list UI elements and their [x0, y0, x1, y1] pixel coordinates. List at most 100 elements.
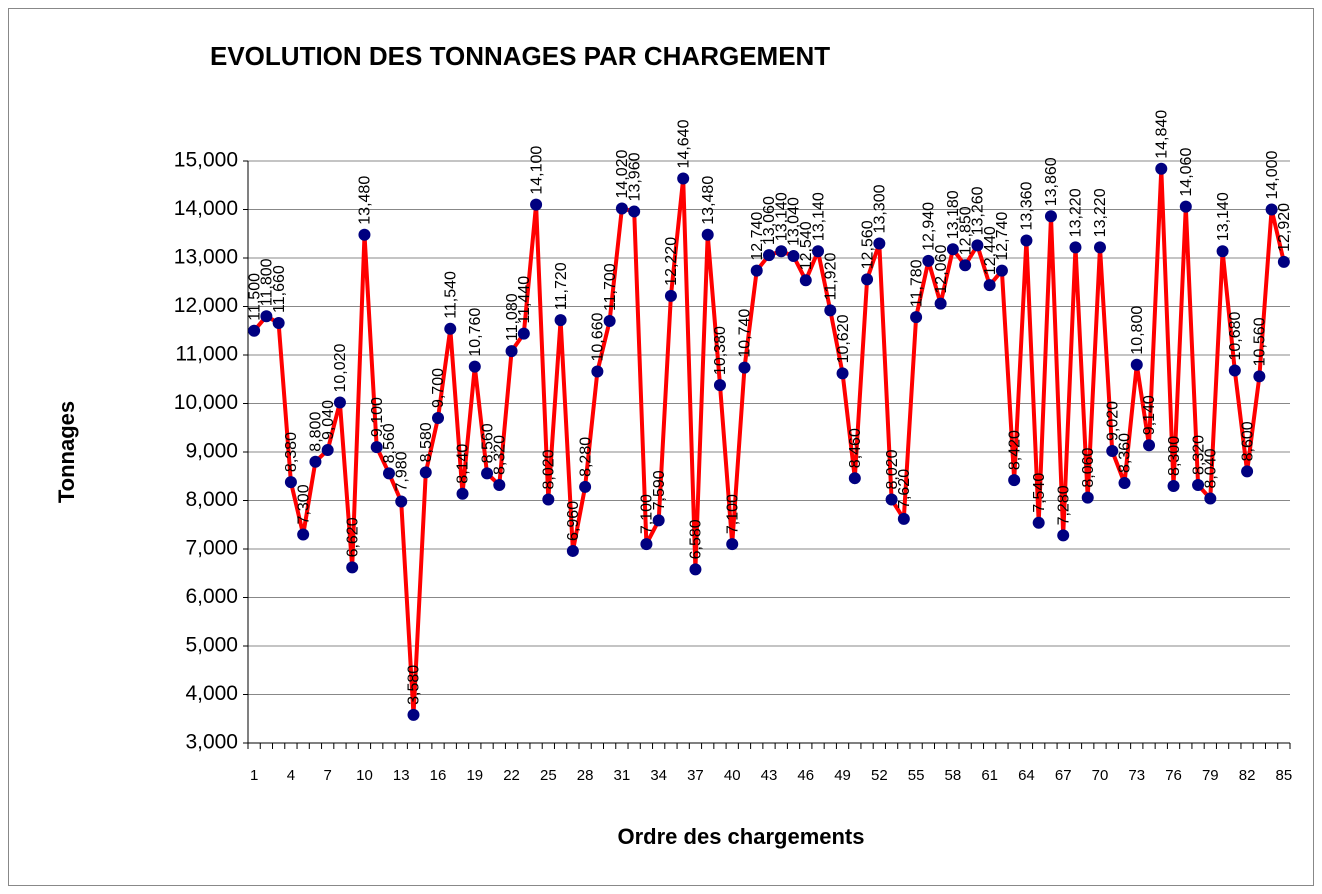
data-label: 7,100 — [639, 494, 656, 534]
data-label: 11,720 — [553, 262, 570, 310]
y-tick-label: 15,000 — [174, 149, 238, 172]
y-tick-label: 5,000 — [185, 634, 238, 657]
data-label: 11,660 — [271, 265, 288, 313]
x-tick-label: 34 — [650, 767, 667, 784]
x-tick-label: 40 — [724, 767, 741, 784]
data-point — [848, 472, 861, 485]
data-point — [689, 563, 702, 576]
data-label: 8,320 — [1190, 435, 1207, 475]
data-point — [701, 228, 714, 241]
data-point — [971, 239, 984, 252]
x-tick-label: 85 — [1276, 767, 1293, 784]
data-label: 10,020 — [332, 343, 349, 392]
data-label: 11,440 — [516, 276, 533, 324]
data-label: 11,800 — [259, 258, 276, 306]
data-label: 11,080 — [504, 293, 521, 341]
data-point — [824, 304, 837, 317]
data-label: 8,040 — [1203, 448, 1220, 488]
data-point — [321, 444, 334, 457]
data-point — [419, 466, 432, 479]
data-label: 9,020 — [1104, 401, 1121, 441]
data-label: 8,360 — [1117, 433, 1134, 473]
data-label: 13,060 — [761, 196, 778, 245]
data-label: 8,580 — [418, 422, 435, 462]
x-tick-label: 82 — [1239, 767, 1256, 784]
data-point — [1057, 529, 1070, 542]
data-point — [946, 243, 959, 256]
data-label: 14,000 — [1264, 150, 1281, 199]
data-point — [1253, 370, 1266, 383]
x-tick-label: 7 — [324, 767, 332, 784]
data-label: 9,040 — [320, 400, 337, 440]
data-point — [260, 310, 273, 323]
data-label: 9,100 — [369, 397, 386, 437]
data-point — [333, 396, 346, 409]
x-tick-label: 31 — [614, 767, 631, 784]
y-tick-label: 7,000 — [185, 537, 238, 560]
data-point — [468, 360, 481, 373]
data-point — [1093, 241, 1106, 254]
data-label: 13,140 — [810, 192, 827, 241]
data-point — [1241, 465, 1254, 478]
data-point — [432, 412, 445, 425]
data-point — [603, 315, 616, 328]
data-label: 11,920 — [823, 253, 840, 301]
data-label: 8,140 — [455, 444, 472, 484]
y-tick-label: 3,000 — [185, 731, 238, 754]
data-point — [861, 273, 874, 286]
data-point — [505, 345, 518, 358]
data-point — [542, 493, 555, 506]
data-point — [284, 476, 297, 489]
x-axis-title: Ordre des chargements — [618, 824, 865, 849]
data-point — [799, 274, 812, 287]
x-tick-label: 46 — [797, 767, 814, 784]
data-label: 10,680 — [1227, 311, 1244, 360]
x-tick-label: 70 — [1092, 767, 1109, 784]
data-point — [763, 249, 775, 262]
data-label: 8,020 — [541, 449, 558, 489]
data-point — [1130, 358, 1143, 371]
data-label: 7,540 — [1031, 473, 1048, 513]
data-point — [1167, 479, 1180, 492]
data-label: 8,020 — [884, 449, 901, 489]
data-point — [1192, 478, 1205, 491]
y-tick-label: 14,000 — [174, 197, 238, 220]
data-label: 13,860 — [1043, 157, 1060, 206]
data-label: 14,840 — [1154, 110, 1171, 159]
y-tick-label: 12,000 — [174, 294, 238, 317]
x-tick-label: 28 — [577, 767, 594, 784]
data-label: 13,260 — [970, 186, 987, 235]
data-point — [934, 297, 947, 310]
data-label: 10,620 — [835, 314, 852, 363]
data-point — [995, 264, 1008, 277]
x-tick-label: 55 — [908, 767, 925, 784]
data-label: 11,700 — [602, 263, 619, 311]
x-tick-label: 13 — [393, 767, 410, 784]
data-label: 10,380 — [712, 326, 729, 375]
data-point — [579, 480, 592, 493]
data-point — [750, 264, 763, 277]
data-point — [517, 327, 530, 340]
data-point — [885, 493, 898, 506]
data-point — [395, 495, 408, 508]
data-point — [456, 487, 469, 500]
data-point — [922, 254, 935, 267]
data-label: 6,960 — [565, 501, 582, 541]
data-label: 10,660 — [590, 312, 607, 361]
data-label: 8,300 — [1166, 436, 1183, 476]
data-point — [959, 259, 972, 272]
data-point — [1265, 203, 1278, 216]
data-label: 8,800 — [308, 412, 325, 452]
x-tick-label: 10 — [356, 767, 373, 784]
data-label: 8,060 — [1080, 447, 1097, 487]
data-point — [787, 250, 800, 263]
data-label: 8,560 — [381, 423, 398, 463]
data-point — [591, 365, 604, 378]
x-tick-label: 43 — [761, 767, 778, 784]
data-point — [248, 324, 261, 337]
data-point — [1069, 241, 1082, 254]
data-label: 13,300 — [872, 184, 889, 233]
data-label: 12,850 — [957, 206, 974, 255]
data-point — [664, 289, 677, 302]
